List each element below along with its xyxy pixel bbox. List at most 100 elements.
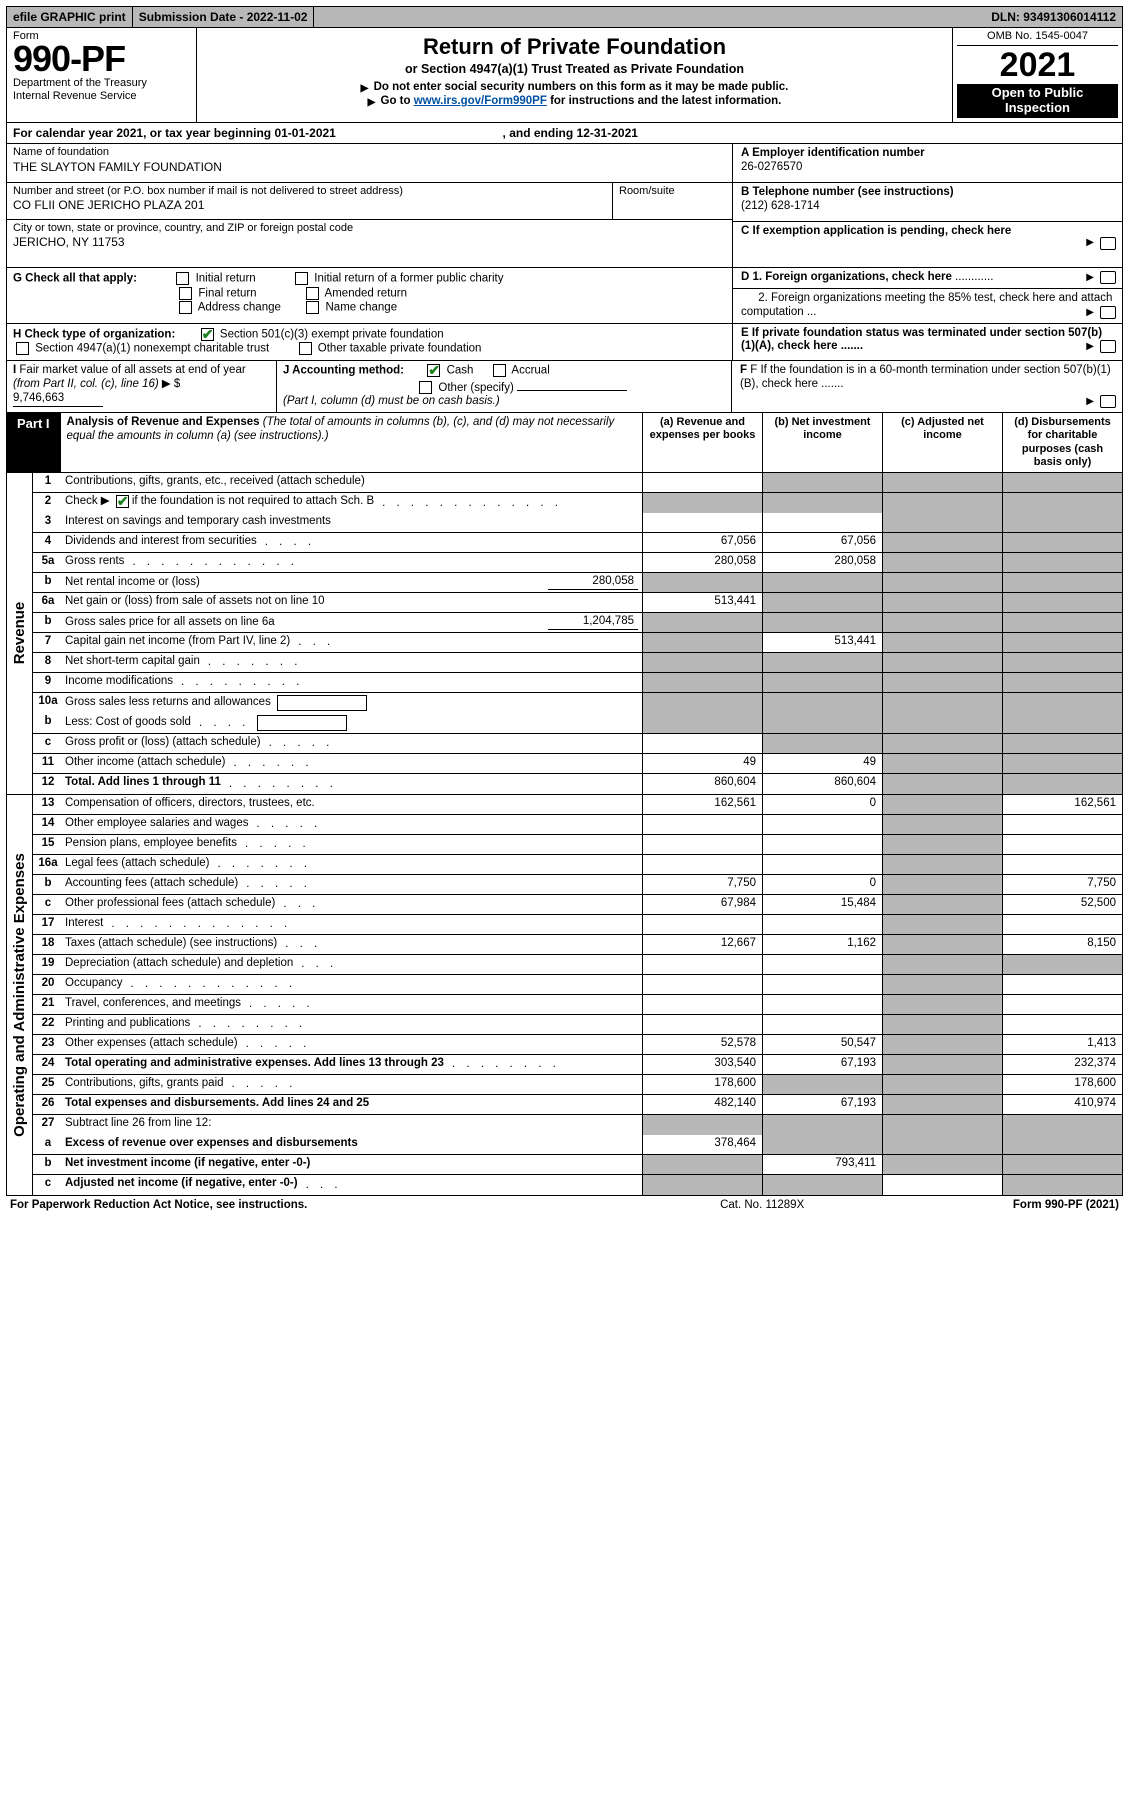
- i-j-f-block: I Fair market value of all assets at end…: [6, 361, 1123, 413]
- f-block: F F If the foundation is in a 60-month t…: [732, 361, 1122, 412]
- checkbox-initial-public[interactable]: [295, 272, 308, 285]
- checkbox-name-change[interactable]: [306, 301, 319, 314]
- d2-label: 2. Foreign organizations meeting the 85%…: [741, 292, 1112, 318]
- checkbox-icon[interactable]: [1100, 271, 1116, 284]
- address-row: Number and street (or P.O. box number if…: [7, 183, 732, 220]
- line-2: 2 Check ▶ if the foundation is not requi…: [33, 493, 1122, 513]
- checkbox-icon[interactable]: [1100, 340, 1116, 353]
- g-label: G Check all that apply:: [13, 273, 137, 285]
- foundation-name-row: Name of foundation THE SLAYTON FAMILY FO…: [7, 144, 732, 183]
- checkbox-other-method[interactable]: [419, 381, 432, 394]
- irs-link[interactable]: www.irs.gov/Form990PF: [414, 95, 547, 107]
- opt-name-change: Name change: [326, 301, 398, 313]
- revenue-side-label: Revenue: [7, 473, 33, 794]
- dept-line-2: Internal Revenue Service: [13, 90, 190, 103]
- opt-other-taxable: Other taxable private foundation: [318, 342, 482, 354]
- line-9: 9 Income modifications. . . . . . . . .: [33, 673, 1122, 693]
- arrow-icon: ▶: [361, 83, 369, 95]
- line-24: 24 Total operating and administrative ex…: [33, 1055, 1122, 1075]
- checkbox-icon[interactable]: [1100, 395, 1116, 408]
- checkbox-cash[interactable]: [427, 364, 440, 377]
- checkbox-501c3[interactable]: [201, 328, 214, 341]
- line-16a: 16a Legal fees (attach schedule). . . . …: [33, 855, 1122, 875]
- line-11: 11 Other income (attach schedule). . . .…: [33, 754, 1122, 774]
- footer-cat: Cat. No. 11289X: [511, 1199, 1012, 1213]
- d2-row: 2. Foreign organizations meeting the 85%…: [733, 289, 1122, 323]
- foundation-name-label: Name of foundation: [13, 146, 726, 159]
- efile-spacer: [314, 7, 985, 27]
- line-5b: b Net rental income or (loss) 280,058: [33, 573, 1122, 593]
- f-label-letter: F: [740, 364, 747, 376]
- part1-header: Part I Analysis of Revenue and Expenses …: [6, 413, 1123, 473]
- cy-begin: 01-01-2021: [274, 126, 335, 140]
- checkbox-amended[interactable]: [306, 287, 319, 300]
- line-21: 21 Travel, conferences, and meetings. . …: [33, 995, 1122, 1015]
- part1-tag: Part I: [7, 413, 61, 472]
- submission-date: Submission Date - 2022-11-02: [133, 7, 315, 27]
- oae-section: Operating and Administrative Expenses 13…: [6, 795, 1123, 1196]
- city-label: City or town, state or province, country…: [13, 222, 726, 235]
- input-10a[interactable]: [277, 695, 367, 711]
- line-10c: c Gross profit or (loss) (attach schedul…: [33, 734, 1122, 754]
- title-block: Form 990-PF Department of the Treasury I…: [6, 28, 1123, 123]
- line-20: 20 Occupancy. . . . . . . . . . . .: [33, 975, 1122, 995]
- fmv-value: 9,746,663: [13, 392, 103, 407]
- checkbox-final-return[interactable]: [179, 287, 192, 300]
- checkbox-icon[interactable]: [1100, 306, 1116, 319]
- form-title: Return of Private Foundation: [205, 34, 944, 60]
- line-19: 19 Depreciation (attach schedule) and de…: [33, 955, 1122, 975]
- address-label: Number and street (or P.O. box number if…: [13, 185, 606, 198]
- opt-accrual: Accrual: [511, 365, 549, 377]
- dln: DLN: 93491306014112: [985, 7, 1122, 27]
- line-27: 27 Subtract line 26 from line 12:: [33, 1115, 1122, 1135]
- title-center: Return of Private Foundation or Section …: [197, 28, 952, 122]
- line-7: 7 Capital gain net income (from Part IV,…: [33, 633, 1122, 653]
- opt-4947a1: Section 4947(a)(1) nonexempt charitable …: [35, 342, 269, 354]
- opt-final-return: Final return: [198, 287, 256, 299]
- line-17: 17 Interest. . . . . . . . . . . . .: [33, 915, 1122, 935]
- i-label: Fair market value of all assets at end o…: [13, 364, 246, 390]
- e-row: E If private foundation status was termi…: [733, 324, 1122, 358]
- goto-line: ▶ Go to www.irs.gov/Form990PF for instru…: [205, 95, 944, 109]
- line-5a: 5a Gross rents. . . . . . . . . . . . 28…: [33, 553, 1122, 573]
- line-22: 22 Printing and publications. . . . . . …: [33, 1015, 1122, 1035]
- checkbox-initial-return[interactable]: [176, 272, 189, 285]
- address: CO FLII ONE JERICHO PLAZA 201: [13, 198, 606, 212]
- checkbox-4947a1[interactable]: [16, 342, 29, 355]
- line-25: 25 Contributions, gifts, grants paid. . …: [33, 1075, 1122, 1095]
- i-block: I Fair market value of all assets at end…: [7, 361, 277, 412]
- line-16b: b Accounting fees (attach schedule). . .…: [33, 875, 1122, 895]
- phone-cell: B Telephone number (see instructions) (2…: [733, 183, 1122, 222]
- calendar-year-strip: For calendar year 2021, or tax year begi…: [6, 123, 1123, 144]
- e-block: E If private foundation status was termi…: [732, 324, 1122, 361]
- checkbox-other-taxable[interactable]: [299, 342, 312, 355]
- exemption-pending-label: C If exemption application is pending, c…: [741, 225, 1011, 237]
- col-a-header: (a) Revenue and expenses per books: [642, 413, 762, 472]
- line-8: 8 Net short-term capital gain. . . . . .…: [33, 653, 1122, 673]
- j-block: J Accounting method: Cash Accrual Other …: [277, 361, 732, 412]
- phone-label: B Telephone number (see instructions): [741, 186, 954, 198]
- checkbox-icon[interactable]: [1100, 237, 1116, 250]
- goto-post: for instructions and the latest informat…: [550, 95, 781, 107]
- line-10b: b Less: Cost of goods sold. . . .: [33, 713, 1122, 734]
- line-18: 18 Taxes (attach schedule) (see instruct…: [33, 935, 1122, 955]
- checkbox-schb[interactable]: [116, 495, 129, 508]
- cy-end: 12-31-2021: [577, 126, 638, 140]
- line-3: 3 Interest on savings and temporary cash…: [33, 513, 1122, 533]
- checkbox-address-change[interactable]: [179, 301, 192, 314]
- form-subtitle: or Section 4947(a)(1) Trust Treated as P…: [205, 62, 944, 77]
- phone-value: (212) 628-1714: [741, 200, 820, 212]
- page-footer: For Paperwork Reduction Act Notice, see …: [6, 1196, 1123, 1213]
- arrow-icon: ▶: [1086, 341, 1094, 353]
- arrow-icon: ▶: [1086, 272, 1094, 284]
- line-10a: 10a Gross sales less returns and allowan…: [33, 693, 1122, 713]
- checkbox-accrual[interactable]: [493, 364, 506, 377]
- g-block: G Check all that apply: Initial return I…: [7, 268, 732, 322]
- efile-bar: efile GRAPHIC print Submission Date - 20…: [6, 6, 1123, 28]
- input-10b[interactable]: [257, 715, 347, 731]
- e-label: E If private foundation status was termi…: [741, 327, 1102, 353]
- opt-initial-return: Initial return: [196, 273, 256, 285]
- omb-number: OMB No. 1545-0047: [957, 30, 1118, 43]
- line-1: 1 Contributions, gifts, grants, etc., re…: [33, 473, 1122, 493]
- opt-initial-public: Initial return of a former public charit…: [314, 273, 503, 285]
